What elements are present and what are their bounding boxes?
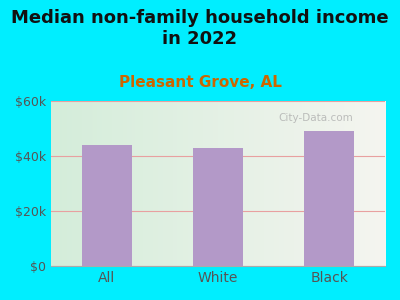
Bar [193,148,243,266]
Text: City-Data.com: City-Data.com [278,112,353,123]
Text: Median non-family household income
in 2022: Median non-family household income in 20… [11,9,389,48]
Text: Pleasant Grove, AL: Pleasant Grove, AL [118,75,282,90]
Bar [82,145,132,266]
Bar [193,148,243,266]
Bar [304,131,354,266]
Bar [82,145,132,266]
Bar [304,131,354,266]
